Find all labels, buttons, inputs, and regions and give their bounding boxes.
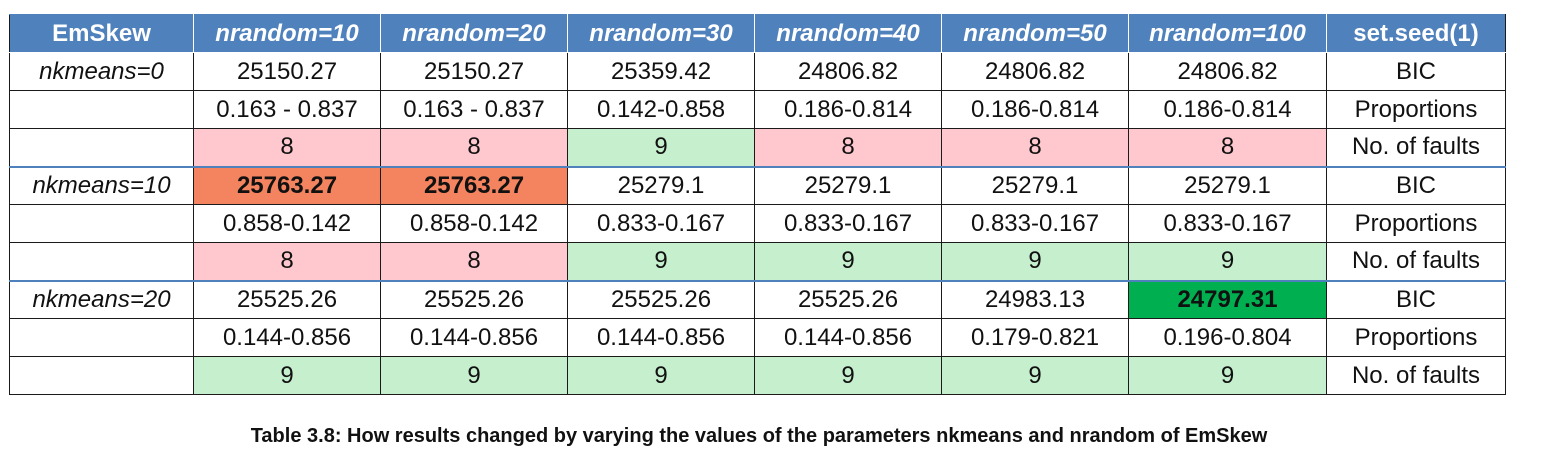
faults-cell: 9 xyxy=(1128,356,1327,395)
proportions-cell: 0.163 - 0.837 xyxy=(380,90,568,129)
bic-cell: 25279.1 xyxy=(567,166,755,205)
bic-cell: 25279.1 xyxy=(754,166,942,205)
empty-cell xyxy=(9,318,194,357)
metric-label: No. of faults xyxy=(1326,242,1506,282)
proportions-cell: 0.858-0.142 xyxy=(193,204,381,243)
header-nrandom-50: nrandom=50 xyxy=(941,14,1129,53)
faults-cell: 8 xyxy=(380,128,568,168)
bic-cell: 24983.13 xyxy=(941,280,1129,319)
proportions-cell: 0.179-0.821 xyxy=(941,318,1129,357)
bic-cell: 25525.26 xyxy=(380,280,568,319)
table-caption: Table 3.8: How results changed by varyin… xyxy=(250,425,1268,447)
header-nrandom-30: nrandom=30 xyxy=(567,14,755,53)
table-row-proportions: 0.858-0.142 0.858-0.142 0.833-0.167 0.83… xyxy=(9,204,1506,243)
header-emskew: EmSkew xyxy=(9,14,194,53)
metric-label: No. of faults xyxy=(1326,356,1506,395)
metric-label: Proportions xyxy=(1326,204,1506,243)
proportions-cell: 0.833-0.167 xyxy=(941,204,1129,243)
bic-cell: 24806.82 xyxy=(1128,52,1327,91)
proportions-cell: 0.163 - 0.837 xyxy=(193,90,381,129)
empty-cell xyxy=(9,204,194,243)
header-set-seed: set.seed(1) xyxy=(1326,14,1506,53)
header-nrandom-40: nrandom=40 xyxy=(754,14,942,53)
metric-label: Proportions xyxy=(1326,90,1506,129)
proportions-cell: 0.144-0.856 xyxy=(754,318,942,357)
proportions-cell: 0.186-0.814 xyxy=(1128,90,1327,129)
bic-cell: 25279.1 xyxy=(1128,166,1327,205)
faults-cell: 9 xyxy=(754,356,942,395)
results-table: EmSkew nrandom=10 nrandom=20 nrandom=30 … xyxy=(9,14,1506,395)
header-row: EmSkew nrandom=10 nrandom=20 nrandom=30 … xyxy=(9,14,1506,53)
faults-cell: 8 xyxy=(941,128,1129,168)
metric-label: BIC xyxy=(1326,52,1506,91)
table-row-faults: 8 8 9 8 8 8 No. of faults xyxy=(9,128,1506,168)
metric-label: No. of faults xyxy=(1326,128,1506,168)
proportions-cell: 0.858-0.142 xyxy=(380,204,568,243)
bic-cell: 25279.1 xyxy=(941,166,1129,205)
table-row-faults: 9 9 9 9 9 9 No. of faults xyxy=(9,356,1506,395)
faults-cell: 9 xyxy=(567,128,755,168)
faults-cell: 8 xyxy=(193,242,381,282)
table-row-bic: nkmeans=0 25150.27 25150.27 25359.42 248… xyxy=(9,52,1506,91)
faults-cell: 9 xyxy=(754,242,942,282)
faults-cell: 8 xyxy=(380,242,568,282)
empty-cell xyxy=(9,128,194,168)
proportions-cell: 0.144-0.856 xyxy=(567,318,755,357)
faults-cell: 9 xyxy=(567,242,755,282)
bic-cell: 25525.26 xyxy=(193,280,381,319)
group-label: nkmeans=10 xyxy=(9,166,194,205)
faults-cell: 8 xyxy=(1128,128,1327,168)
bic-cell: 25525.26 xyxy=(754,280,942,319)
bic-cell: 25763.27 xyxy=(380,166,568,205)
header-nrandom-10: nrandom=10 xyxy=(193,14,381,53)
header-nrandom-100: nrandom=100 xyxy=(1128,14,1327,53)
proportions-cell: 0.186-0.814 xyxy=(754,90,942,129)
bic-cell: 25150.27 xyxy=(193,52,381,91)
faults-cell: 9 xyxy=(1128,242,1327,282)
group-label: nkmeans=0 xyxy=(9,52,194,91)
bic-cell: 25525.26 xyxy=(567,280,755,319)
table-row-faults: 8 8 9 9 9 9 No. of faults xyxy=(9,242,1506,282)
metric-label: BIC xyxy=(1326,280,1506,319)
empty-cell xyxy=(9,90,194,129)
empty-cell xyxy=(9,242,194,282)
table-row-proportions: 0.144-0.856 0.144-0.856 0.144-0.856 0.14… xyxy=(9,318,1506,357)
proportions-cell: 0.833-0.167 xyxy=(1128,204,1327,243)
proportions-cell: 0.144-0.856 xyxy=(193,318,381,357)
faults-cell: 9 xyxy=(567,356,755,395)
faults-cell: 9 xyxy=(941,242,1129,282)
table-row-bic: nkmeans=20 25525.26 25525.26 25525.26 25… xyxy=(9,280,1506,319)
bic-cell: 24806.82 xyxy=(941,52,1129,91)
bic-cell: 24797.31 xyxy=(1128,280,1327,319)
proportions-cell: 0.142-0.858 xyxy=(567,90,755,129)
bic-cell: 24806.82 xyxy=(754,52,942,91)
table-row-proportions: 0.163 - 0.837 0.163 - 0.837 0.142-0.858 … xyxy=(9,90,1506,129)
faults-cell: 9 xyxy=(380,356,568,395)
bic-cell: 25359.42 xyxy=(567,52,755,91)
faults-cell: 9 xyxy=(193,356,381,395)
metric-label: BIC xyxy=(1326,166,1506,205)
table-row-bic: nkmeans=10 25763.27 25763.27 25279.1 252… xyxy=(9,166,1506,205)
faults-cell: 8 xyxy=(193,128,381,168)
faults-cell: 9 xyxy=(941,356,1129,395)
proportions-cell: 0.833-0.167 xyxy=(567,204,755,243)
metric-label: Proportions xyxy=(1326,318,1506,357)
proportions-cell: 0.186-0.814 xyxy=(941,90,1129,129)
bic-cell: 25150.27 xyxy=(380,52,568,91)
proportions-cell: 0.196-0.804 xyxy=(1128,318,1327,357)
bic-cell: 25763.27 xyxy=(193,166,381,205)
group-label: nkmeans=20 xyxy=(9,280,194,319)
header-nrandom-20: nrandom=20 xyxy=(380,14,568,53)
empty-cell xyxy=(9,356,194,395)
proportions-cell: 0.833-0.167 xyxy=(754,204,942,243)
faults-cell: 8 xyxy=(754,128,942,168)
proportions-cell: 0.144-0.856 xyxy=(380,318,568,357)
